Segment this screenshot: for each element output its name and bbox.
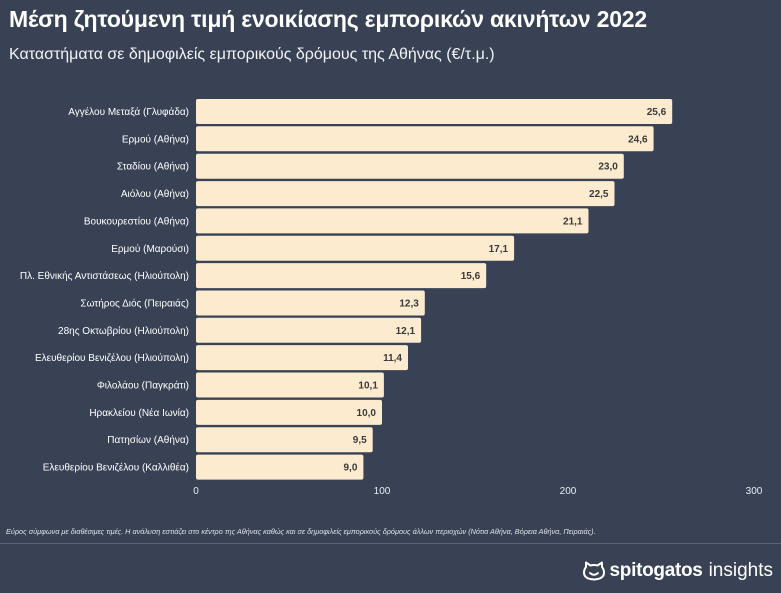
category-label: Ελευθερίου Βενιζέλου (Ηλιούπολη) <box>35 352 189 364</box>
bar <box>196 181 615 207</box>
bar <box>196 126 654 152</box>
category-label: 28ης Οκτωβρίου (Ηλιούπολη) <box>58 325 189 337</box>
chart-subtitle: Καταστήματα σε δημοφιλείς εμπορικούς δρό… <box>9 46 495 63</box>
bar <box>196 345 408 371</box>
brand-suffix: insights <box>708 560 773 581</box>
value-label: 15,6 <box>461 271 481 282</box>
value-label: 9,5 <box>353 435 367 446</box>
category-label: Σταδίου (Αθήνα) <box>117 161 189 173</box>
bars-group <box>196 99 673 480</box>
brand-name: spitogatos <box>609 560 703 581</box>
category-label: Φιλολάου (Παγκράτι) <box>97 380 189 392</box>
bar <box>196 153 624 179</box>
x-tick-label: 300 <box>746 486 763 497</box>
value-label: 9,0 <box>343 463 357 474</box>
category-label: Αιόλου (Αθήνα) <box>121 188 189 200</box>
bar <box>196 372 384 398</box>
category-label: Σωτήρος Διός (Πειραιάς) <box>80 298 189 310</box>
bar <box>196 454 364 480</box>
bar <box>196 235 515 261</box>
category-label: Ερμού (Μαρούσι) <box>111 243 189 255</box>
category-labels: Αγγέλου Μεταξά (Γλυφάδα) Ερμού (Αθήνα) Στα… <box>20 106 189 474</box>
value-label: 11,4 <box>383 353 402 364</box>
category-label: Ηρακλείου (Νέα Ιωνία) <box>89 407 189 419</box>
brand-logo: spitogatos insights <box>582 560 773 582</box>
value-label: 17,1 <box>489 244 509 255</box>
value-label: 12,1 <box>396 326 416 337</box>
footnote: Εύρος σύμφωνα με διαθέσιμες τιμές. Η ανά… <box>6 527 596 536</box>
value-labels: 25,6 24,6 23,0 22,5 21,1 17,1 15,6 12,3 12,1 11,4… <box>343 107 666 474</box>
category-label: Βουκουρεστίου (Αθήνα) <box>84 215 189 227</box>
category-label: Πατησίων (Αθήνα) <box>107 434 189 446</box>
bar <box>196 317 422 343</box>
bar <box>196 208 589 234</box>
bar <box>196 263 487 289</box>
footer-divider <box>0 543 781 544</box>
bar <box>196 99 673 124</box>
x-tick-label: 0 <box>193 486 199 497</box>
x-tick-label: 100 <box>374 486 391 497</box>
value-label: 24,6 <box>628 134 648 145</box>
value-label: 10,1 <box>358 381 378 392</box>
value-label: 25,6 <box>647 107 667 118</box>
value-label: 23,0 <box>598 162 618 173</box>
category-label: Ελευθερίου Βενιζέλου (Καλλιθέα) <box>43 462 189 474</box>
category-label: Ερμού (Αθήνα) <box>122 133 189 145</box>
x-axis-ticks: 0 100 200 300 <box>193 486 763 497</box>
value-label: 10,0 <box>357 408 377 419</box>
value-label: 21,1 <box>563 216 583 227</box>
chart-title: Μέση ζητούμενη τιμή ενοικίασης εμπορικών… <box>9 6 647 32</box>
bar <box>196 427 373 453</box>
value-label: 22,5 <box>589 189 609 200</box>
x-tick-label: 200 <box>560 486 577 497</box>
value-label: 12,3 <box>399 299 419 310</box>
category-label: Αγγέλου Μεταξά (Γλυφάδα) <box>68 106 189 118</box>
bar <box>196 399 382 425</box>
cat-face-icon <box>582 561 605 581</box>
bar-chart: Αγγέλου Μεταξά (Γλυφάδα) Ερμού (Αθήνα) Στα… <box>20 99 763 497</box>
bar <box>196 290 425 316</box>
category-label: Πλ. Εθνικής Αντιστάσεως (Ηλιούπολη) <box>20 270 189 282</box>
